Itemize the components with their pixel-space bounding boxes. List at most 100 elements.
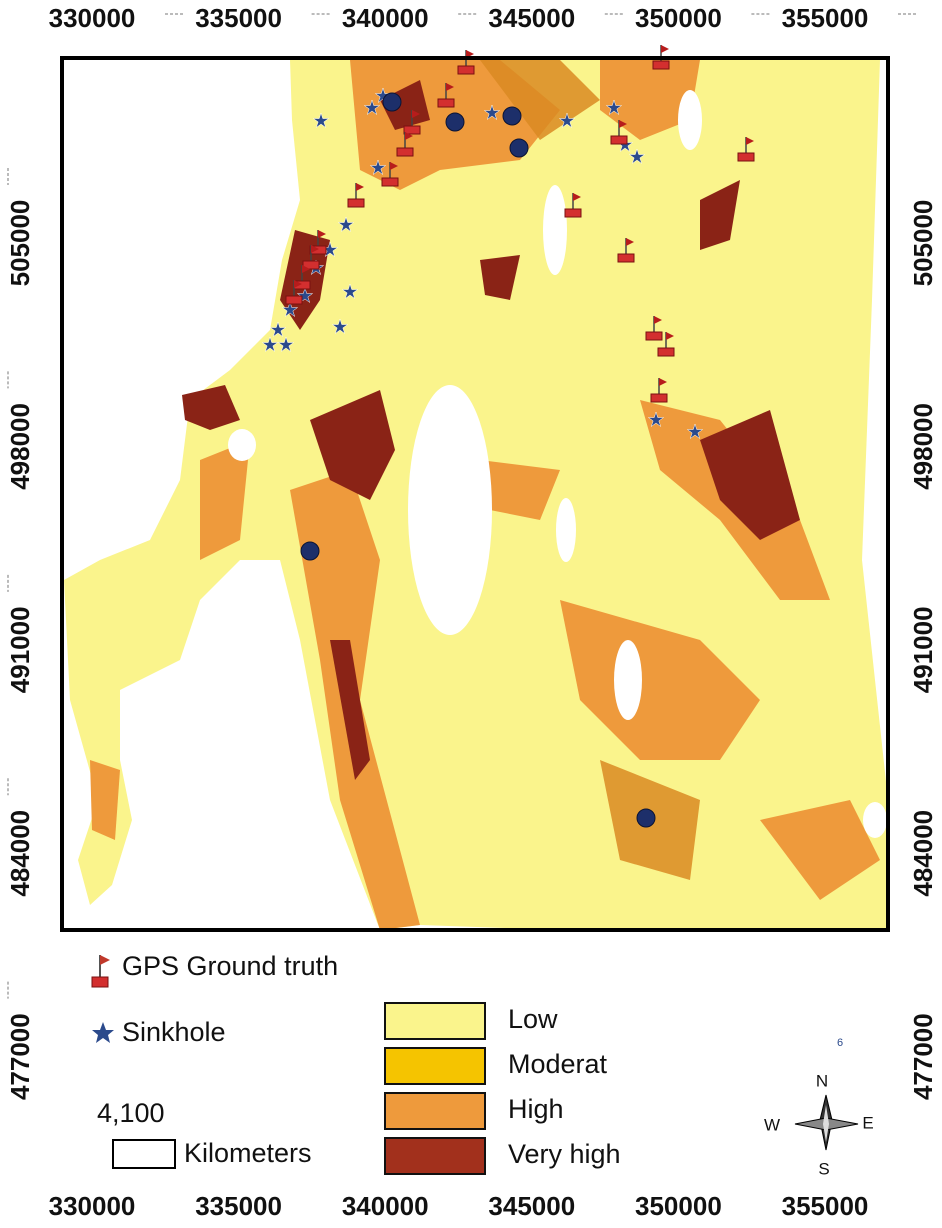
sinkhole-marker xyxy=(331,318,349,335)
sinkhole-cluster xyxy=(445,112,465,132)
flag-marker xyxy=(294,280,302,288)
legend-label: GPS Ground truth xyxy=(122,951,338,981)
y-tick-label: 491000 xyxy=(5,606,35,693)
sinkhole-marker xyxy=(261,336,279,353)
sinkhole-marker xyxy=(337,216,355,233)
flag-marker xyxy=(564,208,582,218)
sinkhole-marker xyxy=(605,99,623,116)
y-tick-label: 505000 xyxy=(5,200,35,287)
y-tick-label: 498000 xyxy=(5,403,35,490)
class-label: Low xyxy=(508,1004,558,1034)
y-tick-label: 484000 xyxy=(908,810,938,897)
sinkhole-marker xyxy=(363,99,381,116)
y-tick-label: 505000 xyxy=(908,200,938,287)
no-data xyxy=(678,90,702,150)
no-data xyxy=(863,802,887,838)
flag-marker xyxy=(650,393,668,403)
compass-s: S xyxy=(818,1159,829,1178)
flag-marker xyxy=(659,378,667,386)
flag-marker xyxy=(347,198,365,208)
flag-marker xyxy=(457,65,475,75)
compass: N E S W xyxy=(764,1071,874,1178)
very-high-zone xyxy=(280,230,330,330)
coordinate-ticks: 330000 330000 335000 335000 340000 340000 3450… xyxy=(5,3,938,1221)
x-tick-label: 335000 xyxy=(195,1191,282,1221)
scale-unit: Kilometers xyxy=(184,1138,312,1168)
compass-w: W xyxy=(764,1115,780,1134)
very-high-zone xyxy=(310,390,395,500)
flag-marker xyxy=(437,98,455,108)
flag-marker xyxy=(654,316,662,324)
flag-marker xyxy=(311,245,319,253)
flag-symbol xyxy=(91,955,110,988)
flag-marker xyxy=(645,331,663,341)
high-zone xyxy=(480,460,560,520)
x-tick-label: 340000 xyxy=(342,1191,429,1221)
high-zone xyxy=(600,60,700,140)
no-data xyxy=(408,385,492,635)
sinkhole-marker xyxy=(628,148,646,165)
sinkhole-marker xyxy=(269,321,287,338)
class-label: Moderat xyxy=(508,1049,608,1079)
class-swatch xyxy=(384,1137,486,1175)
y-tick-label: 484000 xyxy=(5,810,35,897)
flag-marker xyxy=(381,177,399,187)
flag-marker xyxy=(285,295,303,305)
very-high-zones xyxy=(182,80,800,780)
y-tick-label: 477000 xyxy=(908,1013,938,1100)
no-data xyxy=(556,498,576,562)
x-tick-label: 345000 xyxy=(488,1191,575,1221)
scale-value: 4,100 xyxy=(97,1098,165,1128)
sinkhole-cluster xyxy=(509,138,529,158)
flag-marker xyxy=(617,253,635,263)
sinkhole-marker xyxy=(296,287,314,304)
no-data xyxy=(543,185,567,275)
flag-marker xyxy=(390,162,398,170)
sinkhole-marker xyxy=(281,301,299,318)
very-high-zone xyxy=(480,255,520,300)
sinkhole-marker xyxy=(558,112,576,129)
sinkhole-cluster xyxy=(300,541,320,561)
legend-label: Sinkhole xyxy=(122,1017,226,1047)
flag-marker xyxy=(309,245,327,255)
y-tick-label: 498000 xyxy=(908,403,938,490)
y-tick-label: 477000 xyxy=(5,1013,35,1100)
flag-marker xyxy=(318,230,326,238)
x-tick-label: 335000 xyxy=(195,3,282,33)
flag-marker xyxy=(661,45,669,53)
flag-marker xyxy=(657,347,675,357)
flag-marker xyxy=(412,110,420,118)
class-legend: Low Moderat High Very high xyxy=(384,1002,621,1175)
sinkhole-cluster xyxy=(502,106,522,126)
corner-mark: 6 xyxy=(837,1037,843,1049)
sinkhole-marker xyxy=(647,411,665,428)
flag-marker xyxy=(573,193,581,201)
flag-marker xyxy=(302,260,320,270)
flag-marker xyxy=(737,152,755,162)
map-frame xyxy=(60,56,890,932)
flag-marker xyxy=(626,238,634,246)
x-tick-label: 350000 xyxy=(635,3,722,33)
flag-marker xyxy=(619,120,627,128)
very-high-zone xyxy=(700,180,740,250)
flag-marker xyxy=(396,147,414,157)
flag-marker xyxy=(403,125,421,135)
flag-marker xyxy=(652,60,670,70)
x-tick-label: 330000 xyxy=(49,1191,136,1221)
sinkhole-cluster xyxy=(636,808,656,828)
flag-marker xyxy=(446,83,454,91)
class-swatch xyxy=(384,1047,486,1085)
x-tick-label: 345000 xyxy=(488,3,575,33)
flag-marker xyxy=(356,183,364,191)
class-swatch xyxy=(384,1002,486,1040)
sinkhole-marker xyxy=(686,423,704,440)
class-label: High xyxy=(508,1094,564,1124)
sinkhole-marker xyxy=(277,336,295,353)
legend: GPS Ground truth Sinkhole 4,100 Kilomete… xyxy=(91,951,621,1175)
no-data-areas xyxy=(228,90,887,838)
x-tick-label: 355000 xyxy=(782,3,869,33)
compass-n: N xyxy=(816,1071,828,1090)
sinkhole-marker xyxy=(312,112,330,129)
sinkhole-marker xyxy=(483,104,501,121)
no-data xyxy=(614,640,642,720)
